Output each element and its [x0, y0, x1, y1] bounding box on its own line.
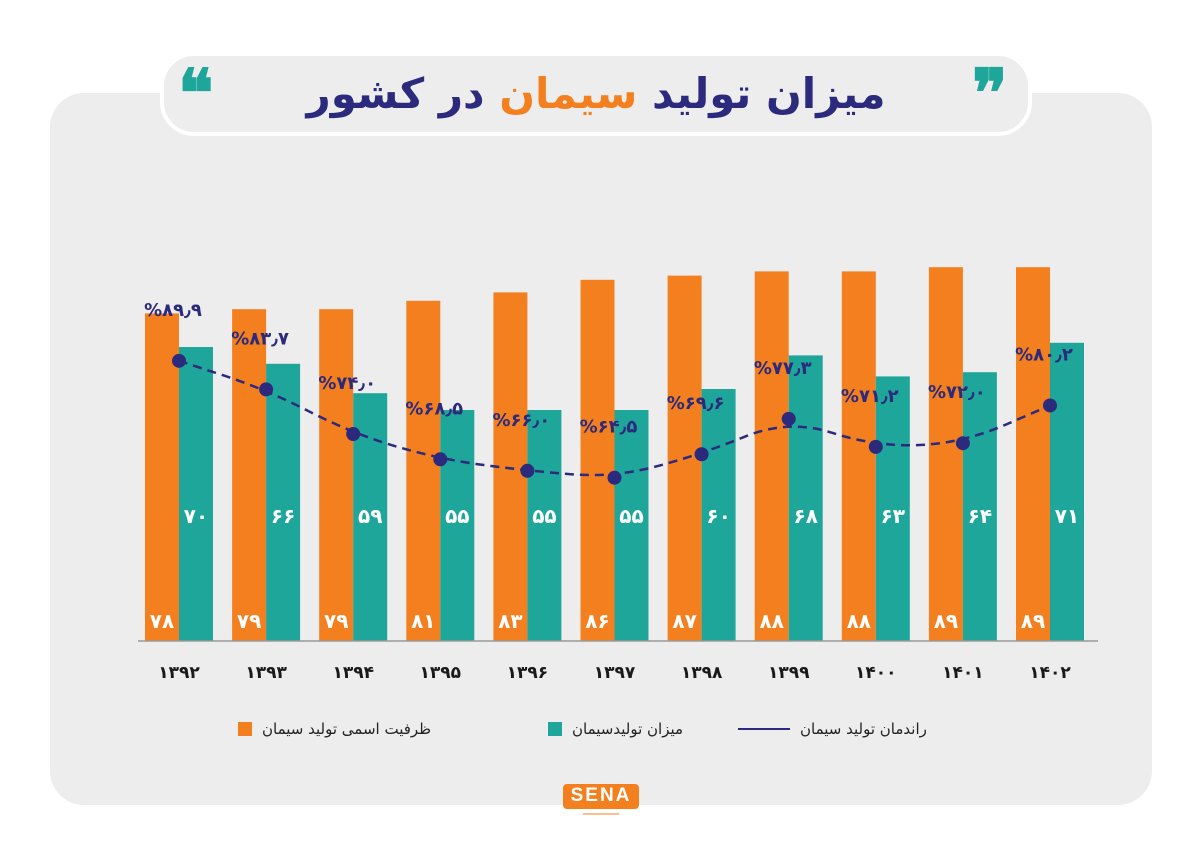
bar-capacity: [928, 267, 963, 641]
efficiency-point: [433, 452, 448, 467]
efficiency-label: %۷۲٫۰: [928, 382, 986, 403]
bar-production-label: ۵۹: [358, 504, 382, 528]
bar-production: [875, 376, 910, 641]
x-tick-label: ۱۳۹۷: [594, 663, 636, 683]
sena-logo: SENA ━━━━━━━━━━: [552, 784, 650, 820]
efficiency-point: [607, 470, 622, 485]
efficiency-label: %۸۰٫۲: [1015, 344, 1073, 365]
legend-line-swatch: [738, 728, 790, 730]
efficiency-point: [520, 463, 535, 478]
efficiency-point: [172, 353, 186, 368]
legend-capacity-swatch: [238, 722, 252, 736]
bar-capacity-label: ۸۳: [498, 609, 522, 633]
quote-open-icon: ❝: [178, 54, 214, 132]
legend-production-swatch: [548, 722, 562, 736]
bar-capacity-label: ۷۸: [150, 609, 174, 633]
bar-production: [179, 347, 213, 641]
efficiency-point: [1043, 398, 1057, 413]
logo-text: SENA: [562, 784, 640, 809]
bar-capacity-label: ۸۶: [585, 609, 609, 633]
x-tick-label: ۱۴۰۱: [942, 663, 984, 683]
x-tick-label: ۱۴۰۲: [1029, 663, 1071, 683]
bar-capacity: [232, 309, 267, 641]
quote-close-icon: ❞: [972, 54, 1008, 132]
efficiency-label: %۸۹٫۹: [144, 300, 202, 321]
bar-capacity-label: ۸۸: [847, 609, 871, 633]
bar-capacity-label: ۸۸: [759, 609, 783, 633]
bar-production-label: ۵۵: [532, 504, 556, 528]
logo-subline: ━━━━━━━━━━: [582, 810, 620, 818]
x-tick-label: ۱۳۹۶: [507, 663, 549, 683]
x-tick-label: ۱۳۹۹: [768, 663, 810, 683]
bar-production-label: ۵۵: [445, 504, 469, 528]
bars-group: [145, 267, 1084, 641]
line-group: %۸۹٫۹ %۸۳٫۷ %۷۴٫۰ %۶۸٫۵ %۶۶٫۰ %۶۴٫۵ %۶۹٫۶ %۷۷٫۳…: [144, 300, 1073, 485]
bar-production-label: ۶۶: [271, 504, 295, 528]
bar-capacity: [1016, 267, 1050, 641]
bar-production: [266, 363, 301, 641]
bar-production: [788, 355, 823, 641]
bar-capacity-label: ۸۷: [672, 609, 696, 633]
bar-labels-group: ۷۸ ۷۰ ۷۹ ۶۶ ۷۹ ۵۹ ۸۱ ۵۵ ۸۳ ۵۵ ۸۶ ۵۵ ۸۷ ۶۰ ۸۸ ۶۸ ۸۸ ۶۳ ۸۹ ۶۴…: [150, 504, 1079, 633]
title-accent: سیمان: [499, 69, 638, 118]
x-axis-group: ۱۳۹۲ ۱۳۹۳ ۱۳۹۴ ۱۳۹۵ ۱۳۹۶ ۱۳۹۷ ۱۳۹۸ ۱۳۹۹ ۱۴۰۰ ۱۴۰۱…: [138, 640, 1098, 683]
efficiency-point: [868, 439, 883, 454]
bar-production: [962, 372, 997, 641]
title-part2: در کشور: [306, 69, 485, 118]
bar-capacity: [406, 300, 441, 641]
efficiency-point: [781, 411, 796, 426]
efficiency-label: %۷۷٫۳: [754, 358, 812, 379]
bar-capacity-label: ۷۹: [237, 609, 261, 633]
bar-production: [1050, 342, 1084, 641]
bar-production-label: ۵۵: [619, 504, 643, 528]
bar-capacity: [754, 271, 789, 641]
title-box: میزان تولید سیمان در کشور: [160, 52, 1032, 136]
bar-capacity-label: ۸۹: [934, 609, 958, 633]
efficiency-point: [955, 436, 970, 451]
x-tick-label: ۱۳۹۳: [245, 663, 287, 683]
bar-production-label: ۶۳: [881, 504, 905, 528]
chart-title: میزان تولید سیمان در کشور: [307, 73, 886, 115]
legend-item-capacity: ظرفیت اسمی تولید سیمان: [238, 720, 431, 738]
bar-production-label: ۶۰: [706, 504, 730, 528]
legend-line-label: راندمان تولید سیمان: [800, 720, 927, 738]
legend-item-production: میزان تولیدسیمان: [548, 720, 683, 738]
bar-capacity: [145, 313, 179, 641]
x-tick-label: ۱۳۹۴: [332, 663, 374, 683]
x-tick-label: ۱۴۰۰: [855, 663, 897, 683]
title-part1: میزان تولید: [652, 69, 886, 118]
efficiency-label: %۶۶٫۰: [493, 410, 551, 431]
efficiency-point: [694, 447, 709, 462]
bar-capacity: [841, 271, 876, 641]
bar-production: [701, 389, 736, 641]
bar-production-label: ۶۴: [968, 504, 992, 528]
x-tick-label: ۱۳۹۸: [681, 663, 723, 683]
bar-capacity-label: ۸۹: [1021, 609, 1045, 633]
bar-capacity: [580, 279, 615, 641]
bar-production: [614, 410, 649, 641]
legend-item-line: راندمان تولید سیمان: [738, 720, 927, 738]
efficiency-point: [259, 382, 274, 397]
x-tick-label: ۱۳۹۵: [420, 663, 462, 683]
bar-production: [527, 410, 562, 641]
bar-production: [440, 410, 475, 641]
bar-capacity-label: ۸۱: [411, 609, 435, 633]
efficiency-label: %۶۴٫۵: [580, 417, 638, 438]
efficiency-label: %۸۳٫۷: [231, 328, 289, 349]
efficiency-label: %۷۱٫۲: [841, 386, 899, 407]
efficiency-label: %۶۸٫۵: [405, 398, 463, 419]
bar-production-label: ۶۸: [793, 504, 817, 528]
efficiency-label: %۶۹٫۶: [667, 393, 725, 414]
legend-production-label: میزان تولیدسیمان: [572, 720, 684, 738]
bar-production-label: ۷۰: [184, 504, 208, 528]
x-tick-label: ۱۳۹۲: [158, 663, 200, 683]
legend-capacity-label: ظرفیت اسمی تولید سیمان: [262, 720, 432, 738]
bar-capacity-label: ۷۹: [324, 609, 348, 633]
bar-production-label: ۷۱: [1055, 504, 1079, 528]
bar-capacity: [319, 309, 354, 641]
efficiency-label: %۷۴٫۰: [318, 373, 376, 394]
efficiency-point: [346, 427, 361, 441]
